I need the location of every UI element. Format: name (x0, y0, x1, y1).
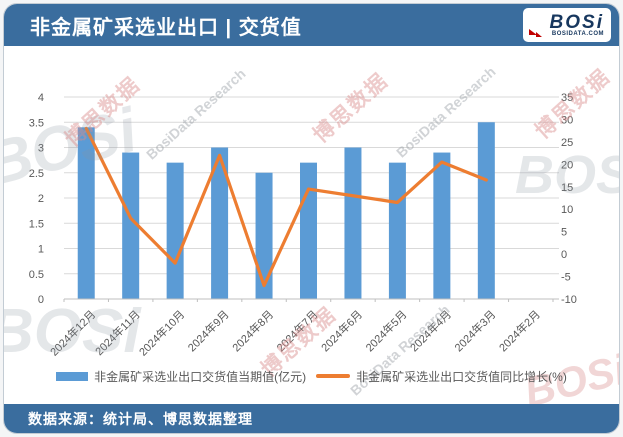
svg-text:0: 0 (38, 294, 44, 306)
svg-text:2024年3月: 2024年3月 (451, 307, 498, 354)
page-title: 非金属矿采选业出口 | 交货值 (30, 16, 302, 39)
svg-text:2: 2 (38, 193, 44, 205)
svg-text:2024年9月: 2024年9月 (185, 307, 232, 354)
svg-text:0: 0 (561, 249, 567, 261)
line-series-label: 非金属矿采选业出口交货值同比增长(%) (356, 369, 567, 384)
svg-text:2024年11月: 2024年11月 (92, 307, 143, 358)
bosi-logo: BOSi BOSIDATA.COM (523, 8, 611, 42)
svg-text:25: 25 (561, 137, 573, 149)
report-card: 非金属矿采选业出口 | 交货值 BOSi BOSIDATA.COM 0 0.5 1 1… (3, 3, 620, 434)
svg-text:3.5: 3.5 (29, 117, 44, 129)
svg-text:-10: -10 (561, 294, 577, 306)
svg-text:2024年2月: 2024年2月 (496, 307, 543, 354)
header-bar: 非金属矿采选业出口 | 交货值 BOSi BOSIDATA.COM (4, 4, 619, 46)
footer-bar: 数据来源：统计局、博思数据整理 (4, 404, 619, 433)
svg-text:2024年4月: 2024年4月 (407, 307, 454, 354)
svg-text:-5: -5 (561, 272, 571, 284)
legend-item-line: 非金属矿采选业出口交货值同比增长(%) (316, 368, 567, 385)
svg-text:4: 4 (38, 92, 44, 104)
svg-text:2024年12月: 2024年12月 (47, 307, 98, 358)
svg-text:2024年7月: 2024年7月 (274, 307, 321, 354)
bar-series-swatch (56, 371, 89, 381)
svg-text:2024年10月: 2024年10月 (136, 307, 187, 358)
chart-legend: 非金属矿采选业出口交货值当期值(亿元) 非金属矿采选业出口交货值同比增长(%) (4, 366, 619, 386)
svg-text:35: 35 (561, 92, 573, 104)
legend-item-bar: 非金属矿采选业出口交货值当期值(亿元) (56, 368, 306, 385)
svg-text:1: 1 (38, 244, 44, 256)
svg-text:2.5: 2.5 (29, 168, 44, 180)
chart-area: 0 0.5 1 1.5 2 2.5 3 3.5 4 -10 -5 0 5 10 15 20 25 30 35 2024… (4, 46, 619, 366)
svg-text:10: 10 (561, 204, 573, 216)
svg-text:30: 30 (561, 114, 573, 126)
svg-text:2024年6月: 2024年6月 (318, 307, 365, 354)
bar-series-label: 非金属矿采选业出口交货值当期值(亿元) (94, 369, 307, 384)
svg-text:2024年5月: 2024年5月 (362, 307, 409, 354)
logo-triangle-icon (529, 29, 537, 35)
logo-triangle-icon (536, 32, 542, 37)
svg-text:20: 20 (561, 159, 573, 171)
combo-chart: 0 0.5 1 1.5 2 2.5 3 3.5 4 -10 -5 0 5 10 15 20 25 30 35 2024… (29, 92, 577, 359)
data-source-text: 数据来源：统计局、博思数据整理 (28, 410, 253, 427)
line-series-swatch (316, 374, 351, 378)
svg-text:1.5: 1.5 (29, 218, 44, 230)
svg-text:5: 5 (561, 227, 567, 239)
svg-text:0.5: 0.5 (29, 269, 44, 281)
logo-text: BOSi (549, 11, 604, 33)
logo-site-text: BOSIDATA.COM (551, 30, 604, 37)
svg-text:3: 3 (38, 143, 44, 155)
svg-text:2024年8月: 2024年8月 (229, 307, 276, 354)
svg-text:15: 15 (561, 182, 573, 194)
